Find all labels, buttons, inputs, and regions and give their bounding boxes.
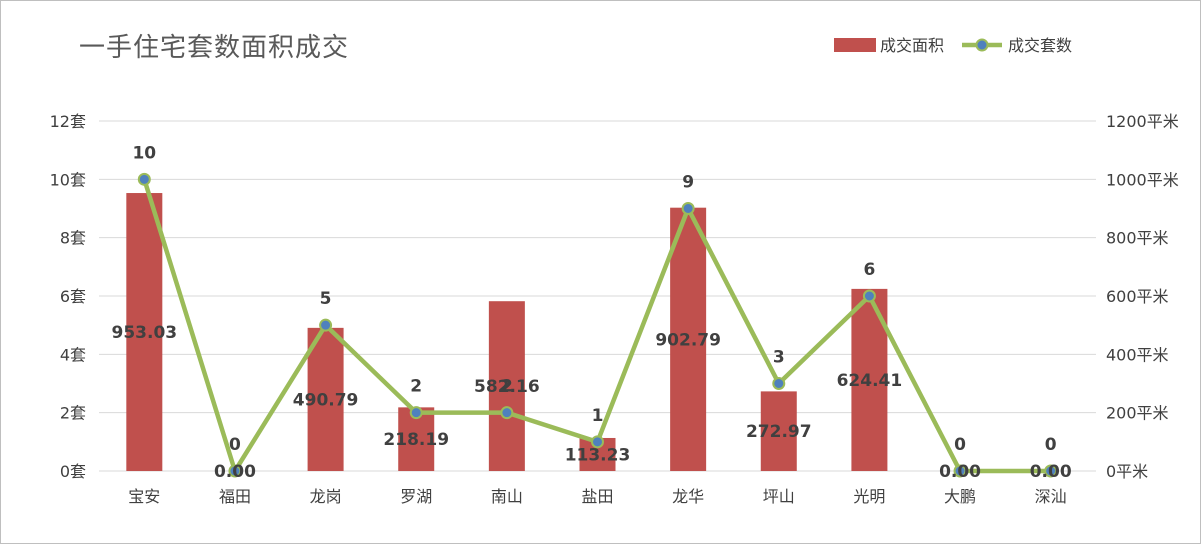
bar-data-label: 272.97 bbox=[746, 422, 812, 442]
line-data-label: 5 bbox=[320, 289, 332, 309]
line-marker bbox=[500, 406, 514, 420]
bar bbox=[670, 207, 707, 471]
y-left-tick: 8套 bbox=[60, 229, 86, 248]
bar bbox=[760, 391, 797, 471]
x-tick: 大鹏 bbox=[944, 487, 976, 506]
line-data-label: 1 bbox=[592, 406, 604, 426]
line-data-label: 9 bbox=[682, 173, 694, 193]
line-marker bbox=[319, 318, 333, 332]
bar-data-label: 113.23 bbox=[565, 445, 631, 465]
chart-title: 一手住宅套数面积成交 bbox=[79, 33, 350, 63]
y-left-tick: 2套 bbox=[60, 404, 86, 423]
line-marker bbox=[1044, 464, 1058, 478]
series-line bbox=[142, 178, 1051, 474]
x-tick: 龙岗 bbox=[310, 487, 342, 506]
legend-swatch-bar bbox=[834, 38, 876, 52]
bar-data-label: 490.79 bbox=[293, 390, 359, 410]
bar-data-label: 0.00 bbox=[939, 462, 981, 482]
gridlines bbox=[99, 120, 1096, 472]
bar-data-label: 624.41 bbox=[837, 371, 903, 391]
line-data-label: 0 bbox=[229, 435, 241, 455]
line-marker bbox=[772, 377, 786, 390]
line-data-label: 2 bbox=[410, 377, 422, 397]
line-data-label: 2 bbox=[501, 377, 513, 397]
y-left-tick: 6套 bbox=[60, 287, 86, 306]
x-tick: 坪山 bbox=[763, 487, 795, 506]
y-right-tick: 1200平米 bbox=[1106, 112, 1179, 131]
line-data-label: 0 bbox=[954, 435, 966, 455]
y-right-tick: 200平米 bbox=[1106, 404, 1169, 423]
bar bbox=[307, 327, 344, 471]
line-data-label: 0 bbox=[1045, 435, 1057, 455]
x-tick: 光明 bbox=[853, 487, 885, 506]
x-tick: 深汕 bbox=[1035, 487, 1067, 506]
y-right-tick: 800平米 bbox=[1106, 229, 1169, 248]
line-marker bbox=[409, 406, 423, 420]
legend: 成交面积 成交套数 bbox=[834, 36, 1072, 55]
line-marker bbox=[681, 202, 695, 215]
x-tick: 福田 bbox=[219, 487, 251, 506]
bar-data-label: 0.00 bbox=[214, 462, 256, 482]
bar-data-label: 0.00 bbox=[1030, 462, 1072, 482]
x-tick: 盐田 bbox=[581, 487, 613, 506]
line-marker bbox=[137, 172, 151, 186]
data-labels: 953.03 0.00 490.79 218.19 582.16 113.23 902.79… bbox=[112, 143, 1072, 482]
y-right-tick: 1000平米 bbox=[1106, 170, 1179, 189]
bar-data-label: 953.03 bbox=[112, 323, 178, 343]
x-tick: 宝安 bbox=[128, 487, 160, 506]
y-left-tick: 4套 bbox=[60, 345, 86, 364]
legend-label-line: 成交套数 bbox=[1008, 36, 1072, 55]
line-marker bbox=[591, 435, 604, 449]
bar bbox=[126, 193, 163, 472]
x-tick: 南山 bbox=[491, 487, 523, 506]
bar bbox=[488, 301, 525, 471]
line-data-label: 3 bbox=[773, 348, 785, 368]
line-marker bbox=[862, 289, 876, 303]
bar-data-label: 902.79 bbox=[655, 330, 721, 350]
bar-data-label: 582.16 bbox=[474, 377, 540, 397]
y-left-tick: 10套 bbox=[50, 170, 86, 189]
x-tick: 罗湖 bbox=[400, 487, 432, 506]
line-marker bbox=[228, 464, 242, 478]
legend-marker-line bbox=[975, 38, 989, 52]
y-left-tick: 0套 bbox=[60, 462, 86, 481]
x-tick: 龙华 bbox=[672, 487, 704, 506]
line-data-label: 6 bbox=[863, 260, 875, 280]
y-right-tick: 400平米 bbox=[1106, 345, 1169, 364]
bar-data-label: 218.19 bbox=[383, 430, 449, 450]
legend-label-bar: 成交面积 bbox=[880, 36, 944, 55]
line-data-label: 10 bbox=[132, 143, 156, 163]
y-left-tick: 12套 bbox=[50, 112, 86, 131]
y-right-tick: 600平米 bbox=[1106, 287, 1169, 306]
line-series bbox=[137, 172, 1058, 478]
line-marker bbox=[953, 464, 967, 478]
bar-series bbox=[126, 193, 888, 472]
y-right-tick: 0平米 bbox=[1106, 462, 1148, 481]
